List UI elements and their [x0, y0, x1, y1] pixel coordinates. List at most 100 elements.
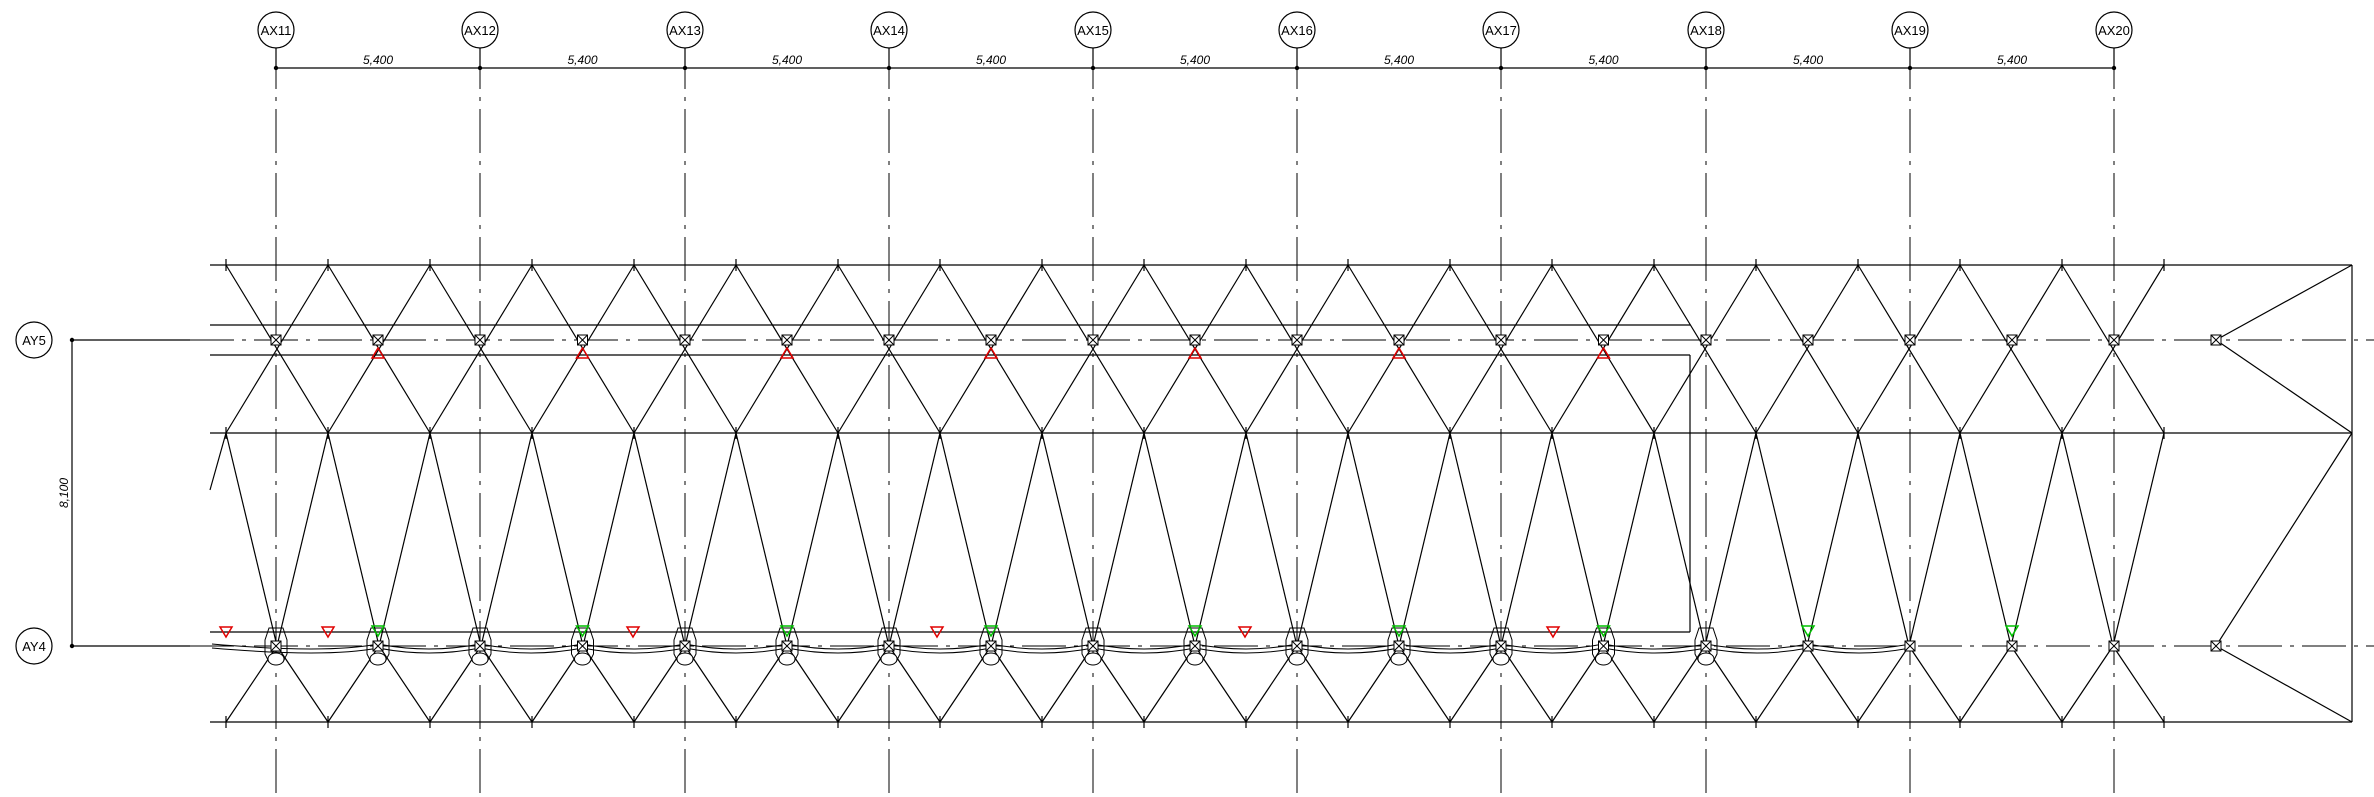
- diagonal-brace: [939, 432, 992, 647]
- diagonal-brace: [1449, 264, 1553, 434]
- diagonal-brace: [2215, 264, 2353, 341]
- square-cross-icon: [1189, 640, 1201, 652]
- diagonal-brace: [582, 432, 635, 647]
- column-base: [1186, 652, 1204, 666]
- red-triangle-icon: [929, 626, 945, 639]
- green-triangle-icon: [575, 625, 590, 638]
- green-triangle-icon: [1187, 625, 1203, 638]
- diagonal-brace: [225, 264, 329, 434]
- diagonal-brace: [1347, 432, 1400, 647]
- column-base: [574, 652, 591, 666]
- square-cross-icon: [372, 334, 384, 346]
- x-spacing-label: 5,400: [567, 53, 597, 67]
- diagonal-brace: [480, 645, 533, 723]
- square-cross-icon: [577, 640, 588, 652]
- diagonal-brace: [1959, 264, 2063, 434]
- column-base: [1595, 652, 1612, 666]
- column-base: [267, 652, 285, 666]
- diagonal-brace: [429, 264, 533, 434]
- diagonal-brace: [2061, 264, 2165, 434]
- square-cross-icon: [1291, 334, 1303, 346]
- diagonal-brace: [633, 264, 737, 434]
- red-triangle-icon: [779, 346, 795, 359]
- diagonal-brace: [1908, 432, 1961, 647]
- square-cross-icon: [781, 334, 793, 346]
- red-triangle-icon: [320, 626, 336, 639]
- diagonal-brace: [735, 432, 788, 647]
- diagonal-brace: [1194, 432, 1247, 647]
- red-triangle-icon: [575, 346, 590, 359]
- diagonal-brace: [1806, 645, 1859, 723]
- diagonal-brace: [684, 432, 737, 647]
- grid-label-ax19: AX19: [1894, 23, 1926, 38]
- square-cross-icon: [2108, 640, 2120, 652]
- column-base: [1697, 652, 1715, 666]
- square-cross-icon: [679, 334, 691, 346]
- diagonal-brace: [1245, 264, 1349, 434]
- square-cross-icon: [1495, 640, 1507, 652]
- square-cross-icon: [1598, 334, 1609, 346]
- red-triangle-icon: [1237, 626, 1253, 639]
- diagonal-brace: [1602, 432, 1655, 647]
- square-cross-icon: [2006, 640, 2018, 652]
- diagonal-brace: [276, 432, 329, 647]
- diagonal-brace: [327, 432, 380, 647]
- diagonal-brace: [1245, 432, 1298, 647]
- column-base: [369, 652, 387, 666]
- diagonal-brace: [1041, 432, 1094, 647]
- square-cross-icon: [883, 640, 895, 652]
- diagonal-brace: [378, 432, 431, 647]
- diagonal-brace: [378, 645, 431, 723]
- green-triangle-icon: [2004, 625, 2020, 638]
- diagonal-brace: [2215, 339, 2353, 434]
- column-base: [1084, 652, 1102, 666]
- grid-label-ax18: AX18: [1690, 23, 1722, 38]
- diagonal-brace: [990, 432, 1043, 647]
- square-cross-icon: [781, 640, 793, 652]
- diagonal-brace: [1806, 432, 1859, 647]
- diagonal-brace: [531, 432, 584, 647]
- diagonal-brace: [1704, 432, 1757, 647]
- square-cross-icon: [372, 640, 384, 652]
- green-triangle-icon: [983, 625, 999, 638]
- x-spacing-label: 5,400: [976, 53, 1006, 67]
- green-triangle-icon: [779, 625, 795, 638]
- green-triangle-icon: [1800, 625, 1816, 638]
- column-base: [1390, 652, 1408, 666]
- square-cross-icon: [1087, 640, 1099, 652]
- diagonal-brace: [888, 432, 941, 647]
- square-cross-icon: [1904, 640, 1916, 652]
- grid-bubble: [15, 321, 53, 359]
- square-cross-icon: [270, 334, 282, 346]
- red-triangle-icon: [1596, 346, 1611, 359]
- truss-lines: [209, 259, 2353, 728]
- diagonal-brace: [225, 432, 278, 647]
- square-cross-icon: [1700, 640, 1712, 652]
- red-triangle-icon: [1391, 346, 1407, 359]
- red-triangle-icon: [1545, 626, 1561, 639]
- diagonal-brace: [1500, 432, 1553, 647]
- grid-label-ax14: AX14: [873, 23, 905, 38]
- square-cross-icon: [270, 640, 282, 652]
- square-cross-icon: [474, 334, 486, 346]
- grid-label-ax20: AX20: [2098, 23, 2130, 38]
- column-base: [982, 652, 1000, 666]
- diagonal-brace: [2061, 645, 2114, 723]
- square-cross-icon: [1291, 640, 1303, 652]
- grid-label-ay4: AY4: [22, 639, 46, 654]
- square-cross-icon: [1495, 334, 1507, 346]
- square-cross-icon: [985, 334, 997, 346]
- diagonal-brace: [1755, 432, 1808, 647]
- dimension-tick: [69, 643, 75, 649]
- diagonal-brace: [1908, 645, 1961, 723]
- square-cross-icon: [1393, 334, 1405, 346]
- diagonal-brace: [1857, 264, 1961, 434]
- diagonal-brace: [837, 264, 941, 434]
- diagonal-brace: [1143, 432, 1196, 647]
- grid-label-ax15: AX15: [1077, 23, 1109, 38]
- green-triangle-icon: [370, 625, 386, 638]
- grid-labels: AX11 AX12 AX13 AX14 AX15 AX16 AX17 AX18 AX19 AX20…: [15, 11, 2133, 665]
- square-cross-icon: [1802, 640, 1814, 652]
- grid-label-ax13: AX13: [669, 23, 701, 38]
